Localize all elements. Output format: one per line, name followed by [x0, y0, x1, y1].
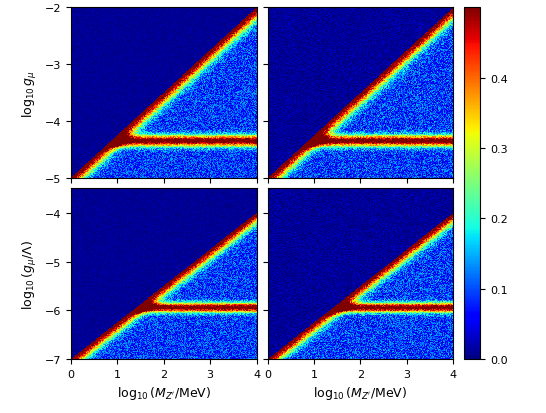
- Y-axis label: $\log_{10}(g_\mu/\Lambda)$: $\log_{10}(g_\mu/\Lambda)$: [21, 239, 39, 309]
- X-axis label: $\log_{10}(M_{Z^\prime}/\mathrm{MeV})$: $\log_{10}(M_{Z^\prime}/\mathrm{MeV})$: [313, 385, 407, 401]
- X-axis label: $\log_{10}(M_{Z^\prime}/\mathrm{MeV})$: $\log_{10}(M_{Z^\prime}/\mathrm{MeV})$: [117, 385, 211, 401]
- Y-axis label: $\log_{10} g_\mu$: $\log_{10} g_\mu$: [21, 70, 39, 117]
